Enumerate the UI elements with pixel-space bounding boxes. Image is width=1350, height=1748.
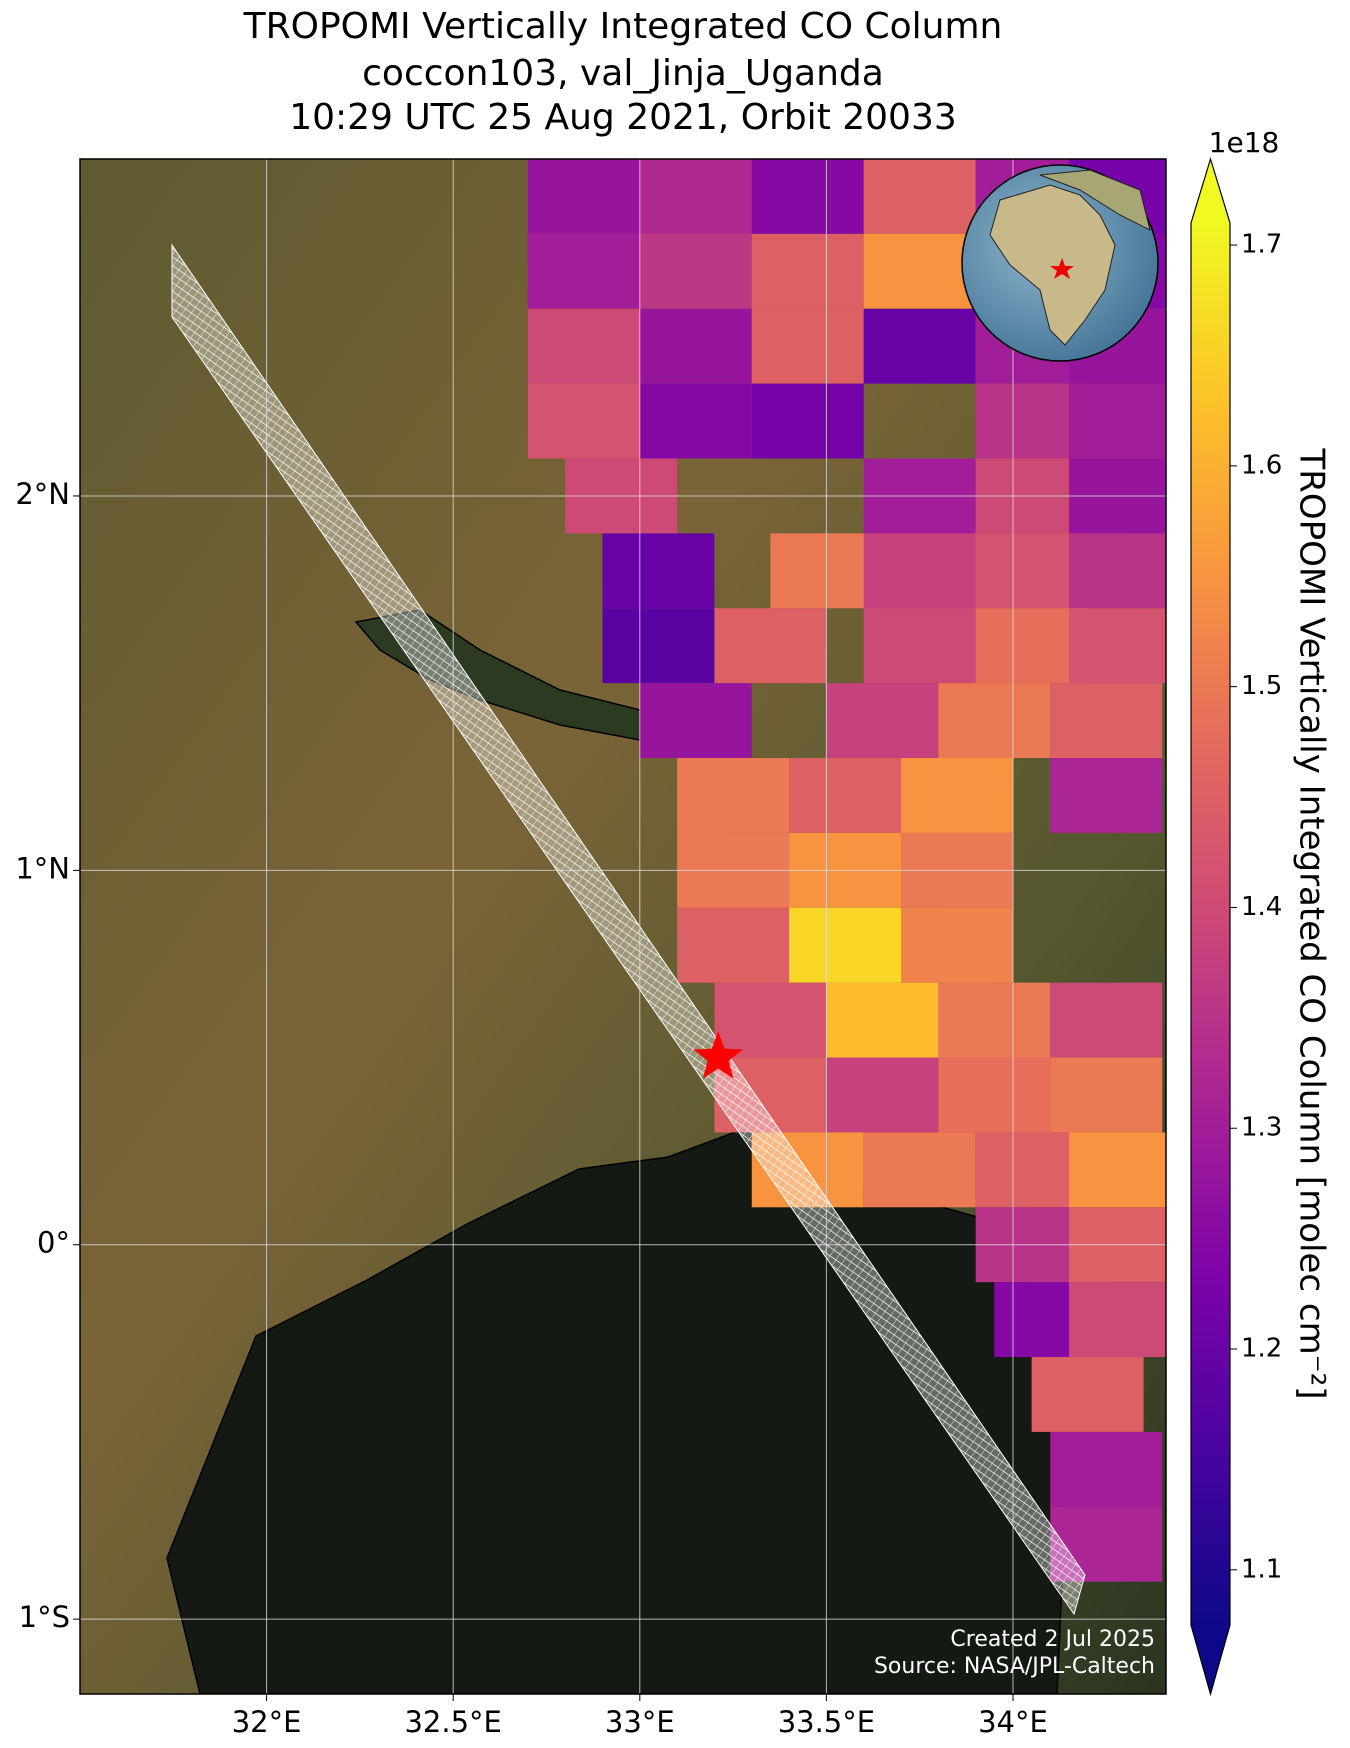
y-tick-label: 1°S bbox=[19, 1600, 70, 1634]
colorbar-extend-min bbox=[1191, 1625, 1230, 1694]
co-pixel bbox=[527, 159, 640, 234]
colorbar-tick-label: 1.2 bbox=[1241, 1334, 1282, 1364]
x-tick-label: 32°E bbox=[232, 1705, 302, 1739]
co-pixel bbox=[863, 608, 976, 684]
map-area: Created 2 Jul 2025 Source: NASA/JPL-Calt… bbox=[80, 159, 1166, 1694]
inset-globe bbox=[961, 164, 1159, 362]
co-pixel bbox=[1068, 1282, 1166, 1358]
co-pixel bbox=[751, 383, 864, 459]
co-pixel bbox=[938, 982, 1051, 1058]
co-pixel bbox=[1031, 1357, 1144, 1432]
colorbar bbox=[1191, 223, 1230, 1625]
co-pixel bbox=[751, 159, 864, 234]
colorbar-tick-label: 1.4 bbox=[1241, 892, 1282, 922]
co-pixel bbox=[1068, 383, 1166, 459]
y-tick-label: 2°N bbox=[15, 477, 70, 511]
co-pixel bbox=[863, 159, 976, 234]
co-pixel bbox=[863, 233, 976, 309]
inset-station bbox=[1050, 258, 1074, 279]
co-pixel bbox=[602, 533, 715, 609]
title-line: TROPOMI Vertically Integrated CO Column bbox=[243, 6, 1003, 47]
co-pixel bbox=[751, 233, 864, 309]
co-pixel bbox=[938, 1057, 1051, 1133]
co-pixel bbox=[863, 308, 976, 384]
footer: Source: NASA/JPL-Caltech bbox=[874, 1654, 1155, 1679]
co-pixel bbox=[751, 308, 864, 384]
validation-footprint bbox=[171, 243, 1086, 1616]
co-pixel bbox=[639, 308, 752, 384]
colorbar-extend-max bbox=[1191, 159, 1230, 223]
co-pixel bbox=[863, 1132, 976, 1208]
co-pixel bbox=[1068, 1132, 1166, 1208]
co-pixel bbox=[901, 907, 1013, 983]
eurasia bbox=[1039, 169, 1151, 231]
co-pixel bbox=[639, 683, 752, 759]
co-pixel bbox=[1050, 982, 1163, 1058]
co-pixel bbox=[863, 533, 976, 609]
co-pixel bbox=[1050, 1057, 1163, 1133]
co-pixel bbox=[714, 982, 827, 1058]
x-tick-label: 33.5°E bbox=[778, 1705, 875, 1739]
colorbar-tick-label: 1.6 bbox=[1241, 450, 1282, 480]
co-pixel bbox=[826, 683, 939, 759]
co-pixel bbox=[677, 907, 790, 983]
co-pixel bbox=[901, 758, 1013, 833]
co-pixel bbox=[1068, 608, 1166, 684]
co-pixel bbox=[639, 233, 752, 309]
co-pixel bbox=[1068, 533, 1166, 609]
grid bbox=[80, 159, 1166, 1694]
colorbar-tick-label: 1.7 bbox=[1241, 230, 1282, 260]
colorbar-offset: 1e18 bbox=[1209, 126, 1280, 159]
co-pixel bbox=[789, 758, 902, 833]
colorbar-tick-label: 1.1 bbox=[1241, 1554, 1282, 1584]
co-pixel bbox=[789, 907, 902, 983]
station-marker bbox=[693, 1031, 743, 1079]
co-pixel bbox=[714, 608, 827, 684]
co-pixel bbox=[527, 308, 640, 384]
colorbar-tick-label: 1.5 bbox=[1241, 671, 1282, 701]
co-pixel bbox=[1050, 683, 1163, 759]
footer: Created 2 Jul 2025 bbox=[950, 1627, 1155, 1652]
y-tick-label: 0° bbox=[37, 1226, 70, 1260]
co-pixel bbox=[527, 383, 640, 459]
colorbar-label: TROPOMI Vertically Integrated CO Column … bbox=[1292, 447, 1332, 1399]
co-pixel bbox=[639, 159, 752, 234]
x-tick-label: 32.5°E bbox=[404, 1705, 501, 1739]
co-pixel bbox=[677, 758, 790, 833]
co-pixel bbox=[1050, 1431, 1163, 1507]
africa bbox=[989, 184, 1116, 346]
co-pixel bbox=[639, 383, 752, 459]
co-pixel bbox=[1050, 758, 1163, 833]
co-pixel bbox=[602, 608, 715, 684]
x-tick-label: 34°E bbox=[978, 1705, 1048, 1739]
x-tick-label: 33°E bbox=[605, 1705, 675, 1739]
colorbar-frame bbox=[1190, 156, 1231, 1697]
co-pixel bbox=[527, 233, 640, 309]
co-pixel bbox=[826, 1057, 939, 1133]
co-pixel bbox=[938, 683, 1051, 759]
title-line: coccon103, val_Jinja_Uganda bbox=[362, 53, 884, 94]
map-frame bbox=[79, 158, 1167, 1695]
colorbar-tick-label: 1.3 bbox=[1241, 1113, 1282, 1143]
y-tick-label: 1°N bbox=[15, 851, 70, 885]
title-line: 10:29 UTC 25 Aug 2021, Orbit 20033 bbox=[289, 97, 957, 138]
co-pixel bbox=[826, 982, 939, 1058]
